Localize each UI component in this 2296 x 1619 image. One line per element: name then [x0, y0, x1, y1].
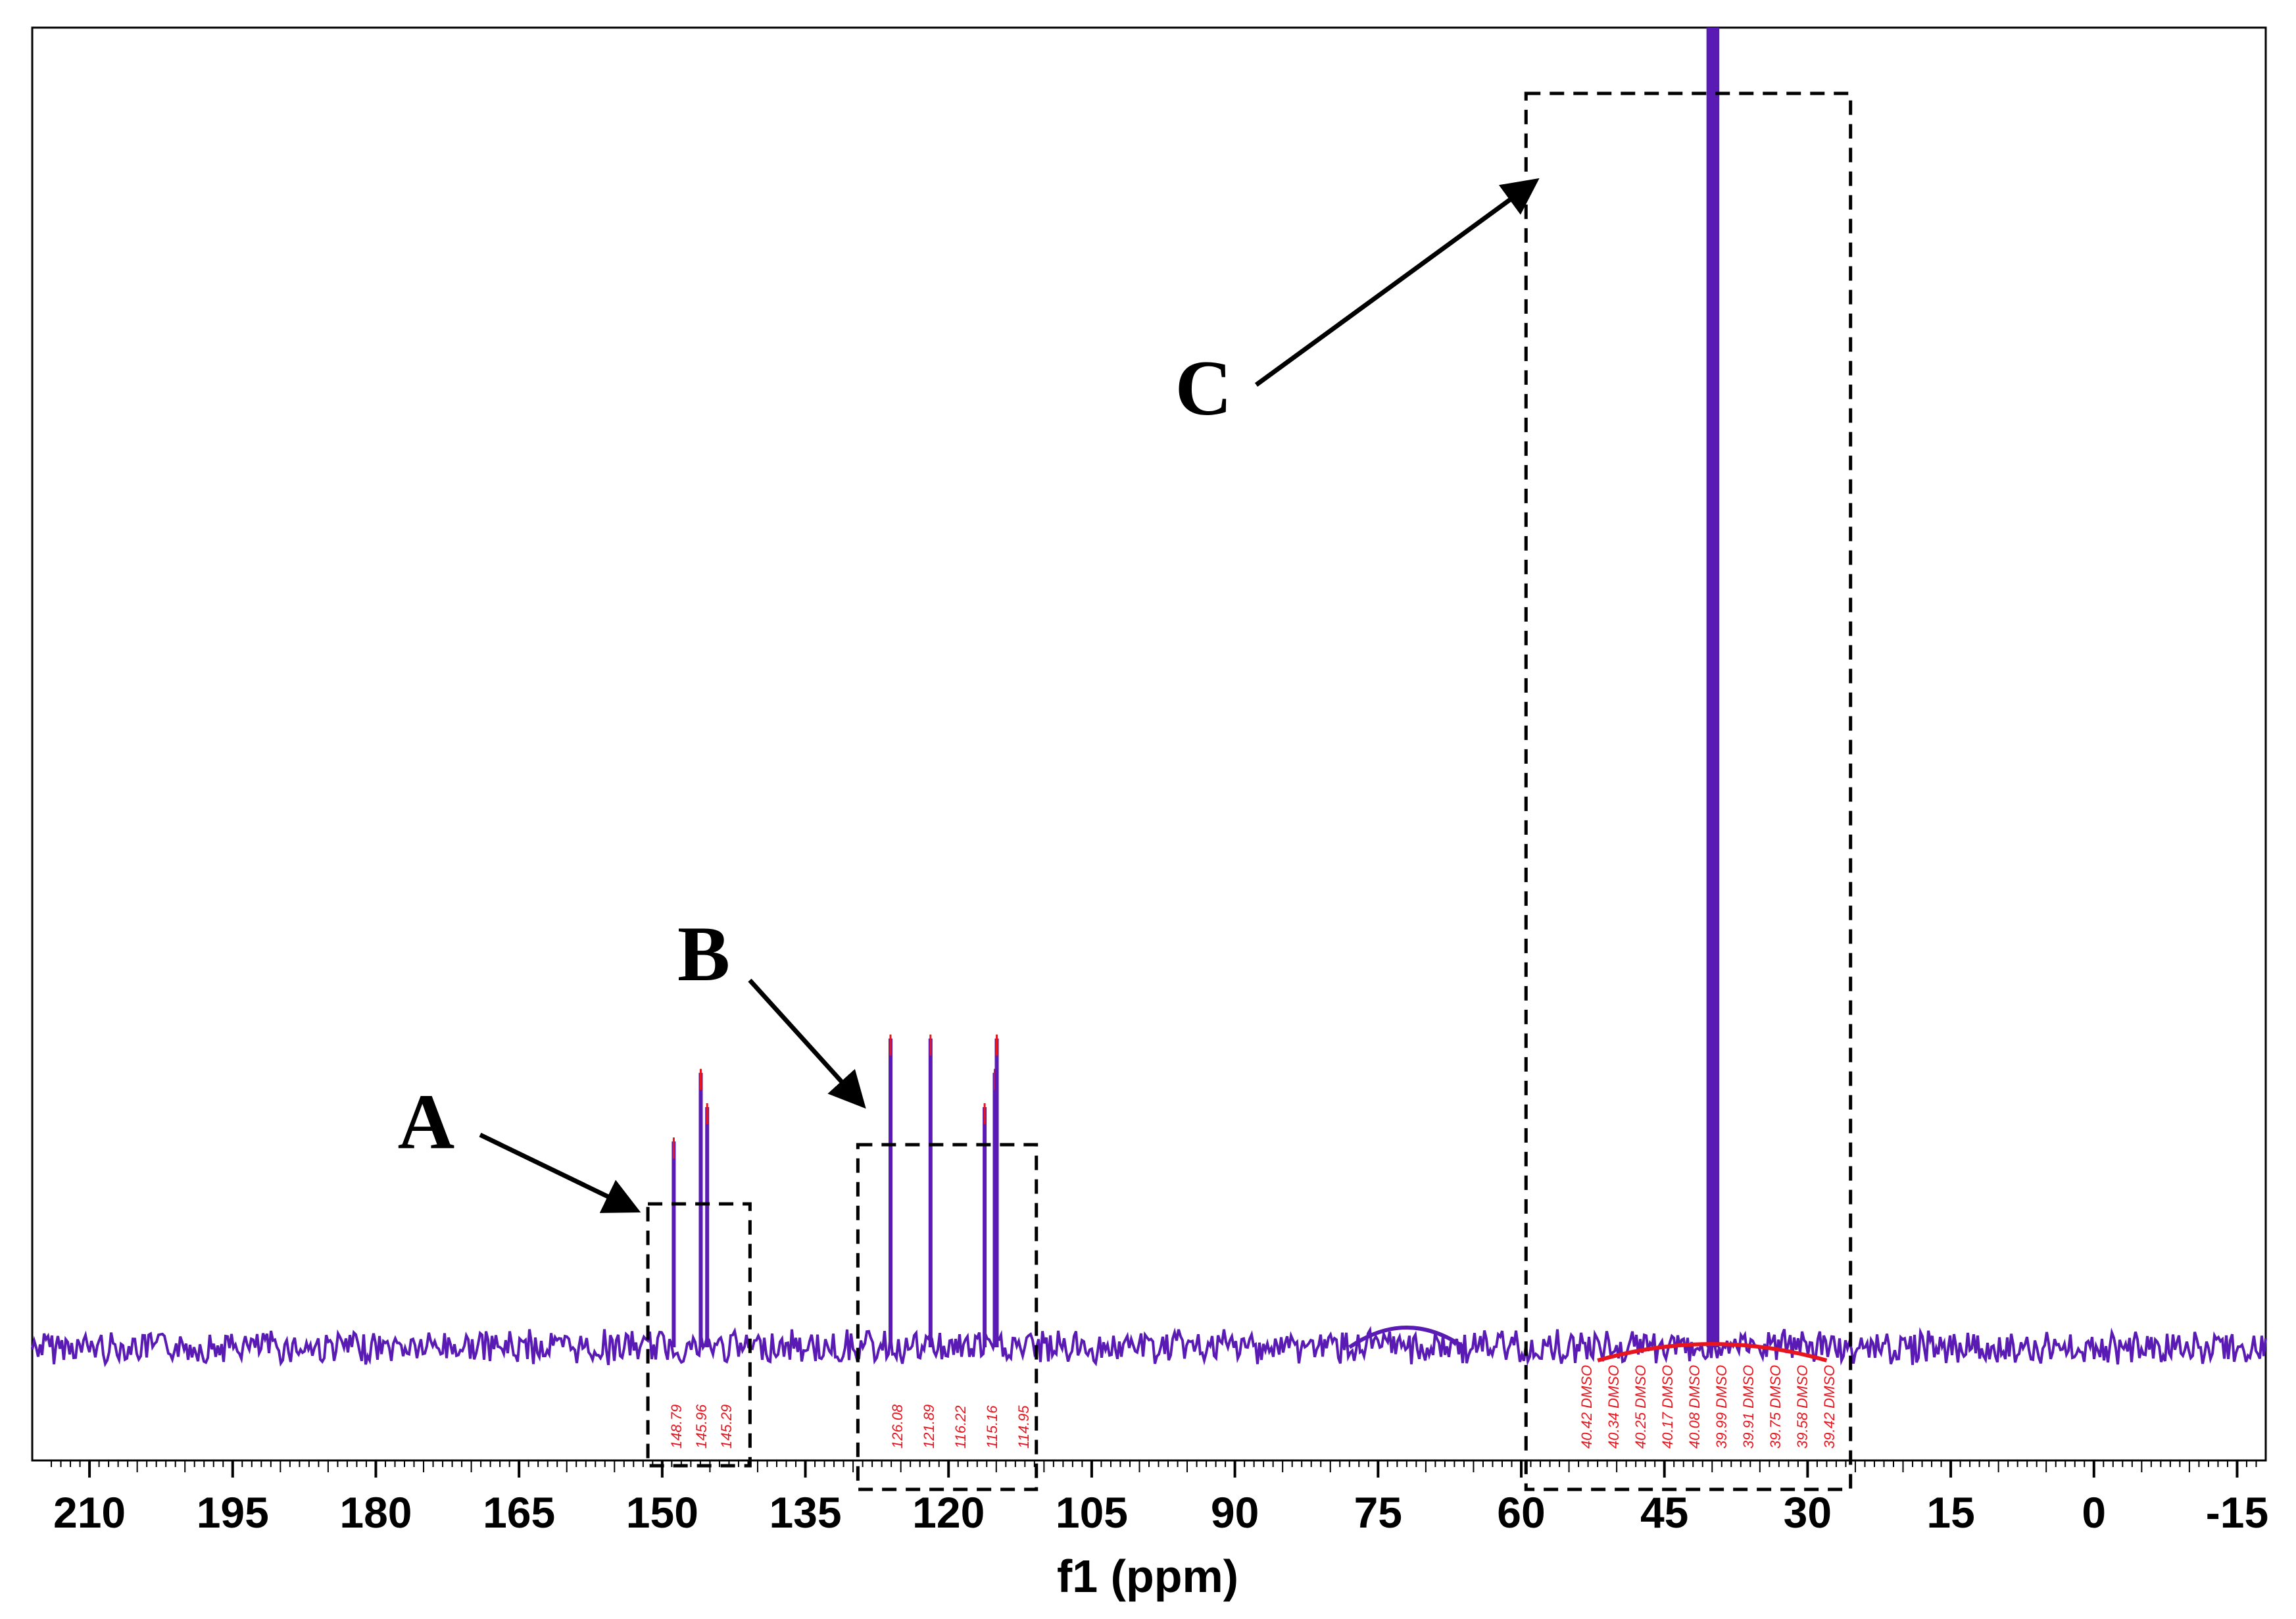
x-tick-label: 150 — [626, 1488, 698, 1537]
x-tick-label: 165 — [483, 1488, 555, 1537]
region-box-a — [646, 1202, 752, 1468]
peak-label-c: 39.99 DMSO — [1713, 1365, 1730, 1449]
peak-label-c: 39.75 DMSO — [1767, 1365, 1784, 1449]
peak-label-b: 115.16 — [984, 1405, 1000, 1449]
spectrum-noise-trace — [31, 1326, 2267, 1368]
spectrum-broad-bump — [1348, 1326, 1465, 1349]
x-tick-label: 75 — [1354, 1488, 1402, 1537]
peak-label-a: 145.29 — [718, 1405, 735, 1449]
x-tick-label: 210 — [53, 1488, 126, 1537]
region-label-c: C — [1175, 344, 1233, 432]
region-box-c — [1524, 91, 1853, 1491]
peak-label-c: 39.42 DMSO — [1821, 1365, 1838, 1449]
x-tick-label: 60 — [1497, 1488, 1545, 1537]
plot-frame — [31, 26, 2267, 1462]
peak-label-c: 40.08 DMSO — [1686, 1365, 1703, 1449]
peak-label-c: 40.34 DMSO — [1605, 1365, 1622, 1449]
x-axis-title: f1 (ppm) — [1057, 1551, 1238, 1602]
x-tick-label: 195 — [197, 1488, 269, 1537]
peak-label-c: 40.42 DMSO — [1578, 1365, 1595, 1449]
x-tick-label: 105 — [1056, 1488, 1128, 1537]
x-tick-label: 120 — [912, 1488, 985, 1537]
x-tick-label: 30 — [1784, 1488, 1832, 1537]
region-arrow-c — [1254, 178, 1540, 387]
region-box-b — [856, 1143, 1038, 1491]
x-axis: 210 195 180 165 150 135 120 105 90 75 60 45 30 15 0 -15 — [51, 1460, 2268, 1537]
x-tick-label: 90 — [1211, 1488, 1259, 1537]
x-tick-label: 180 — [339, 1488, 412, 1537]
region-label-b: B — [677, 910, 730, 997]
peak-label-b: 116.22 — [952, 1405, 969, 1449]
peak-label-a: 145.96 — [693, 1404, 710, 1449]
peak-label-c: 40.25 DMSO — [1632, 1365, 1649, 1449]
spectrum-layer — [31, 28, 2267, 1368]
peak-label-b: 114.95 — [1015, 1405, 1032, 1449]
peak-label-c: 39.58 DMSO — [1794, 1365, 1811, 1449]
peak-label-c: 39.91 DMSO — [1740, 1365, 1757, 1449]
regions-layer: A B C — [398, 91, 1853, 1491]
x-tick-label: 0 — [2082, 1488, 2106, 1537]
region-arrow-b — [748, 978, 866, 1109]
x-tick-label: -15 — [2206, 1488, 2268, 1537]
x-tick-label: 45 — [1640, 1488, 1688, 1537]
peak-label-c: 40.17 DMSO — [1659, 1365, 1676, 1449]
x-tick-label: 15 — [1926, 1488, 1974, 1537]
peak-label-b: 121.89 — [921, 1405, 937, 1449]
peak-label-b: 126.08 — [889, 1404, 906, 1449]
region-label-a: A — [398, 1078, 455, 1165]
integration-curve — [1597, 1342, 1828, 1362]
x-tick-label: 135 — [769, 1488, 841, 1537]
peak-labels-layer: 148.79 145.96 145.29 126.08 121.89 116.22 115.… — [668, 1365, 1838, 1449]
region-arrow-a — [479, 1132, 641, 1213]
peak-label-a: 148.79 — [668, 1405, 685, 1449]
